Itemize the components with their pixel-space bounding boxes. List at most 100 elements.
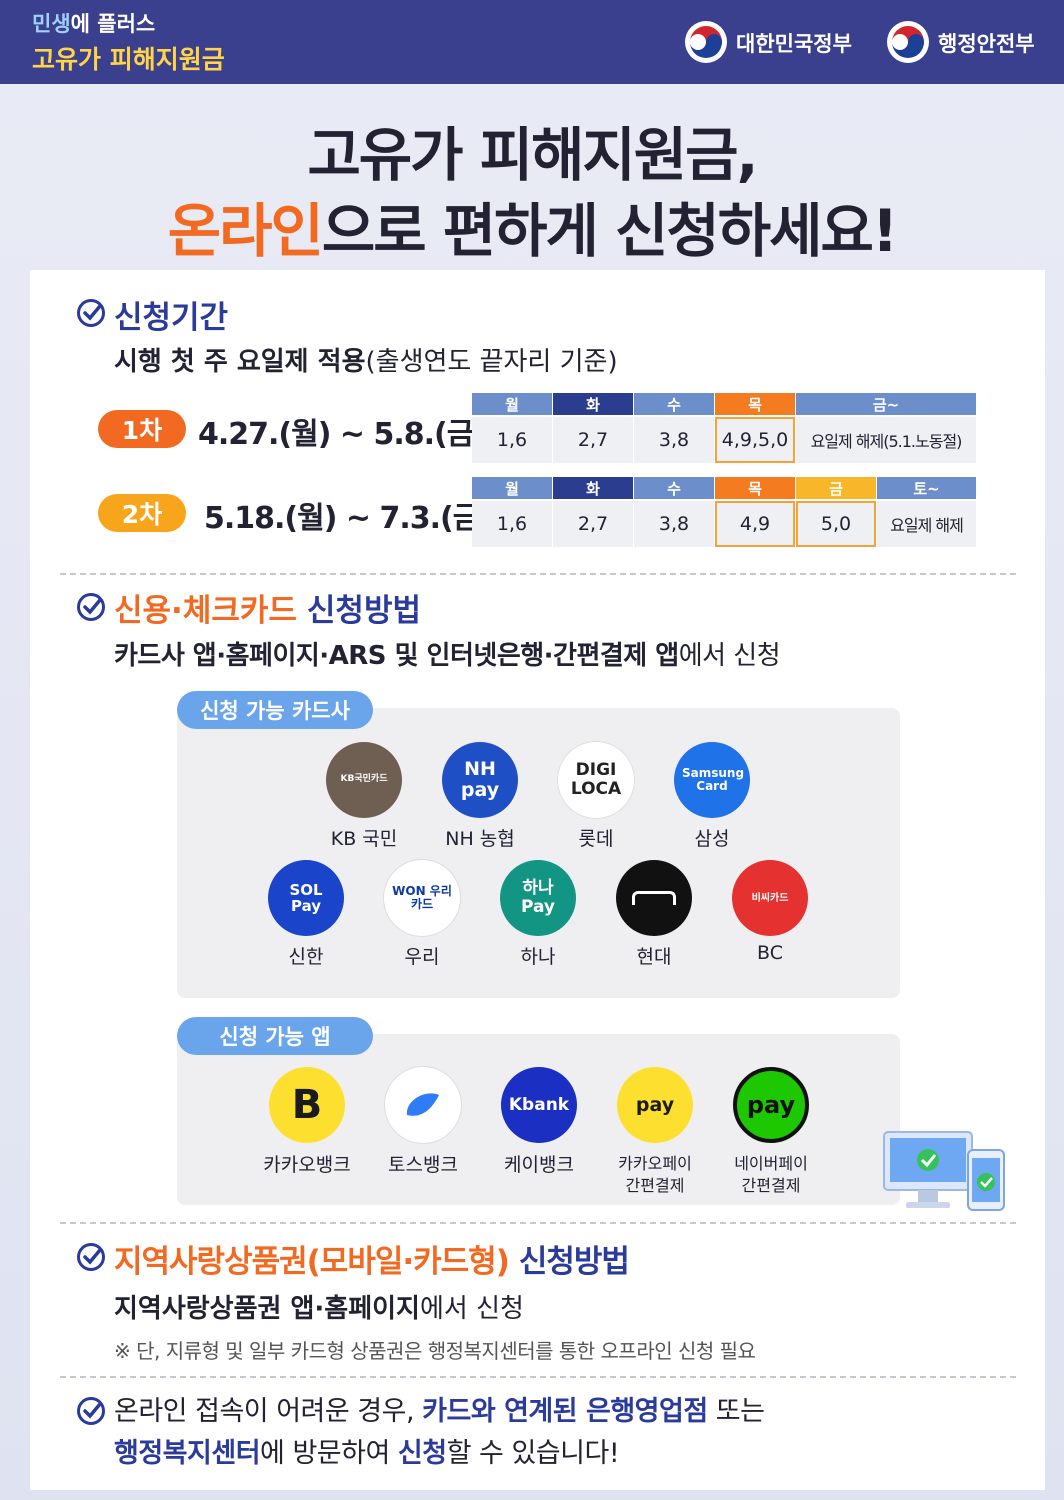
gov-emblem: [685, 21, 727, 63]
logo-text: Samsung Card: [682, 765, 745, 793]
app-name: 간편결제: [625, 1176, 685, 1195]
title-highlight: 온라인: [167, 197, 324, 265]
company-name: KB 국민: [330, 828, 398, 850]
company-logo: WON 우리카드: [384, 860, 460, 936]
section-heading: 신용·체크카드 신청방법: [114, 585, 421, 630]
subtitle-bold: 지역사랑상품권 앱·홈페이지: [114, 1294, 420, 1324]
table-header: 금: [796, 477, 876, 499]
app-logo: [385, 1067, 461, 1143]
company-name: NH 농협: [445, 828, 515, 850]
round-dates: 4.27.(월) ~ 5.8.(금): [198, 417, 487, 452]
logo-text: DIGI LOCA: [570, 760, 622, 799]
box-label: 신청 가능 카드사: [177, 691, 373, 729]
path-shape: [920, 1154, 937, 1168]
closing-line: 온라인 접속이 어려운 경우, 카드와 연계된 은행영업점 또는: [114, 1389, 765, 1428]
closing-text: 에 방문하여: [260, 1438, 398, 1469]
subtitle-rest: 에서 신청: [678, 641, 781, 671]
table-header: 화: [553, 477, 633, 499]
table-cell: 3,8: [634, 501, 714, 547]
logo-text: pay: [746, 1091, 796, 1119]
heading-rest: 신청방법: [306, 593, 421, 629]
closing-text: 온라인 접속이 어려운 경우,: [114, 1396, 423, 1427]
table-cell: 4,9: [715, 501, 795, 547]
app-logo: Kbank: [501, 1067, 577, 1143]
divider: [60, 1222, 1016, 1224]
gov-emblem: [887, 21, 929, 63]
devices-illustration: [883, 1131, 1005, 1211]
path-shape: [83, 304, 102, 321]
section-note: ※ 단, 지류형 및 일부 카드형 상품권은 행정복지센터를 통한 오프라인 신…: [114, 1339, 756, 1363]
app-name: 카카오뱅크: [263, 1154, 351, 1176]
logo-text: KB국민카드: [340, 774, 388, 785]
path-shape: [83, 1402, 102, 1419]
round-badge: 1차: [98, 410, 186, 448]
section-subtitle: 카드사 앱·홈페이지·ARS 및 인터넷은행·간편결제 앱에서 신청: [114, 635, 781, 672]
table-cell: 5,0: [796, 501, 876, 547]
circle-shape: [77, 1243, 105, 1271]
app-logo: B: [269, 1067, 345, 1143]
table-header: 목: [715, 477, 795, 499]
subtitle-bold: 시행 첫 주 요일제 적용: [114, 347, 366, 377]
app-name: 케이뱅크: [504, 1154, 574, 1176]
closing-emphasis: 카드와 연계된 은행영업점: [422, 1396, 708, 1427]
brand-line2: 고유가 피해지원금: [32, 45, 225, 74]
company-logo: 비씨카드: [732, 860, 808, 936]
table-cell: 2,7: [553, 417, 633, 463]
company-name: 롯데: [578, 828, 614, 850]
logo-text: 비씨카드: [751, 892, 789, 904]
header-bar: [0, 0, 1064, 84]
path-shape: [83, 1248, 102, 1265]
table-cell: 1,6: [472, 417, 552, 463]
company-logo: 하나 Pay: [500, 860, 576, 936]
section-subtitle: 시행 첫 주 요일제 적용(출생연도 끝자리 기준): [114, 341, 618, 378]
table-header: 월: [472, 393, 552, 415]
rect-shape: [918, 1190, 938, 1202]
toss-mark: [406, 1093, 439, 1116]
logo-text: Kbank: [508, 1095, 570, 1115]
company-name: 우리: [404, 946, 440, 968]
table-cell: 1,6: [472, 501, 552, 547]
path-shape: [690, 34, 722, 58]
company-name: 현대: [636, 946, 672, 968]
heading-accent: 지역사랑상품권(모바일·카드형): [114, 1244, 510, 1280]
check-icon: [77, 299, 105, 327]
section-heading: 지역사랑상품권(모바일·카드형) 신청방법: [114, 1236, 630, 1281]
path-shape: [892, 34, 924, 58]
company-name: 삼성: [694, 828, 730, 850]
circle-shape: [977, 1173, 995, 1191]
table-header: 수: [634, 477, 714, 499]
gov-name: 대한민국정부: [736, 32, 852, 56]
company-logo: NH pay: [442, 742, 518, 818]
closing-line: 행정복지센터에 방문하여 신청할 수 있습니다!: [114, 1431, 620, 1470]
table-cell: 4,9,5,0: [715, 417, 795, 463]
title-rest: 으로 편하게 신청하세요!: [321, 197, 898, 265]
check-icon: [77, 1397, 105, 1425]
logo-mark: [632, 891, 676, 905]
table-cell: 요일제 해제(5.1.노동절): [796, 417, 976, 463]
app-name: 토스뱅크: [388, 1154, 458, 1176]
rect-shape: [906, 1202, 950, 1208]
company-logo: [616, 860, 692, 936]
logo-text: NH pay: [460, 758, 500, 801]
round-dates: 5.18.(월) ~ 7.3.(금): [204, 501, 493, 536]
app-name: 카카오페이: [618, 1154, 692, 1173]
company-logo: SOL Pay: [268, 860, 344, 936]
section-subtitle: 지역사랑상품권 앱·홈페이지에서 신청: [114, 1288, 524, 1325]
divider: [60, 573, 1016, 575]
closing-text: 할 수 있습니다!: [446, 1438, 620, 1469]
title-line1: 고유가 피해지원금,: [307, 121, 758, 189]
company-logo: KB국민카드: [326, 742, 402, 818]
path-shape: [980, 1177, 993, 1188]
closing-text: 또는: [707, 1396, 765, 1427]
subtitle-rest: 에서 신청: [419, 1294, 524, 1324]
company-name: 신한: [288, 946, 324, 968]
table-header: 금~: [796, 393, 976, 415]
circle-shape: [77, 1397, 105, 1425]
table-header: 토~: [877, 477, 976, 499]
path-shape: [406, 1093, 439, 1116]
company-logo: DIGI LOCA: [558, 742, 634, 818]
table-header: 수: [634, 393, 714, 415]
check-icon: [77, 1243, 105, 1271]
company-name: 하나: [520, 946, 556, 968]
